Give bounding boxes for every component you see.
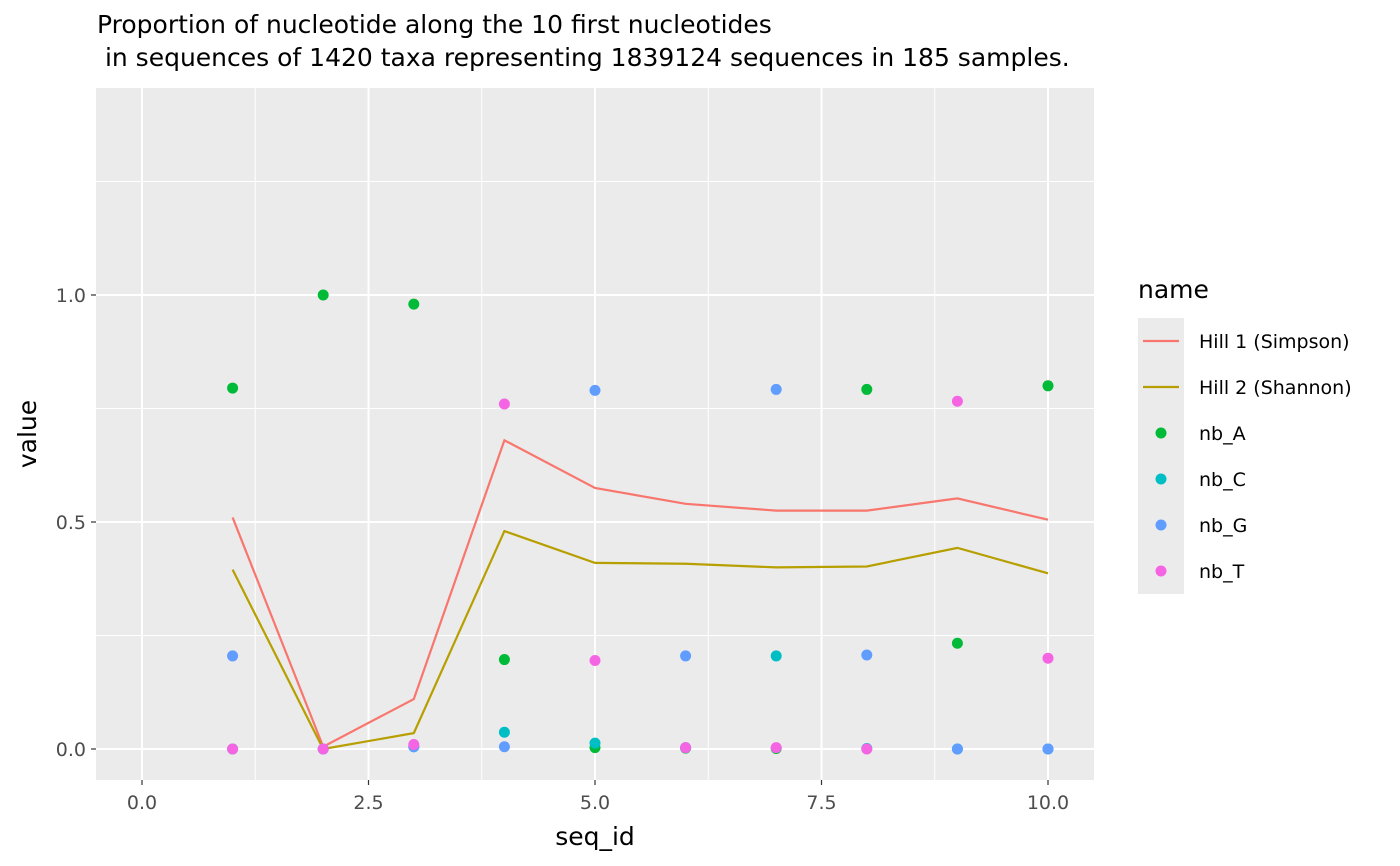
point-nb_G-10 [1042,743,1054,755]
legend-label: nb_T [1199,561,1245,583]
point-nb_A-2 [317,289,329,301]
y-axis-title: value [13,400,42,468]
point-nb_T-10 [1042,652,1054,664]
y-tick-label: 0.0 [56,739,86,761]
x-axis-title: seq_id [555,822,635,851]
point-nb_T-9 [951,395,963,407]
legend-key-nb_T [1155,565,1167,577]
legend-label: nb_C [1199,469,1246,491]
legend-label: nb_A [1199,423,1246,445]
point-nb_C-7 [770,650,782,662]
x-tick-label: 7.5 [806,792,836,814]
point-nb_A-3 [408,298,420,310]
point-nb_G-6 [680,650,692,662]
legend-title: name [1138,275,1209,304]
point-nb_G-4 [498,741,510,753]
point-nb_T-3 [408,738,420,750]
x-tick-label: 2.5 [353,792,383,814]
series-points [227,289,1054,755]
point-nb_A-1 [227,382,239,394]
legend-key-nb_C [1155,473,1167,485]
legend-key-background [1138,318,1184,594]
y-tick-label: 0.5 [56,512,86,534]
point-nb_A-8 [861,383,873,395]
point-nb_C-4 [498,726,510,738]
point-nb_A-10 [1042,380,1054,392]
point-nb_C-5 [589,737,601,749]
x-tick-label: 5.0 [580,792,610,814]
y-tick-label: 1.0 [56,285,86,307]
legend: name Hill 1 (Simpson) Hill 2 (Shannon) nb_… [1138,275,1352,594]
point-nb_T-8 [861,743,873,755]
point-nb_T-1 [227,743,239,755]
x-axis: 0.0 2.5 5.0 7.5 10.0 [127,780,1069,814]
point-nb_G-5 [589,384,601,396]
point-nb_A-4 [498,654,510,666]
series-lines [231,438,1049,751]
x-tick-label: 0.0 [127,792,157,814]
point-nb_T-4 [498,398,510,410]
legend-label: nb_G [1199,515,1247,537]
legend-label: Hill 2 (Shannon) [1199,377,1352,399]
chart-title-line1: Proportion of nucleotide along the 10 fi… [97,10,772,39]
point-nb_G-8 [861,649,873,661]
point-nb_A-9 [951,637,963,649]
point-nb_G-7 [770,383,782,395]
legend-key-nb_A [1155,427,1167,439]
legend-key-nb_G [1155,519,1167,531]
point-nb_T-5 [589,654,601,666]
point-nb_T-2 [317,743,329,755]
series-line-2 [231,529,1049,751]
point-nb_T-7 [770,742,782,754]
x-tick-label: 10.0 [1027,792,1069,814]
y-axis: 0.0 0.5 1.0 [56,285,96,761]
point-nb_G-1 [227,650,239,662]
legend-label: Hill 1 (Simpson) [1199,331,1350,353]
point-nb_T-6 [680,742,692,754]
series-line-1 [231,438,1049,749]
point-nb_G-9 [951,743,963,755]
chart-title-line2: in sequences of 1420 taxa representing 1… [97,43,1070,72]
